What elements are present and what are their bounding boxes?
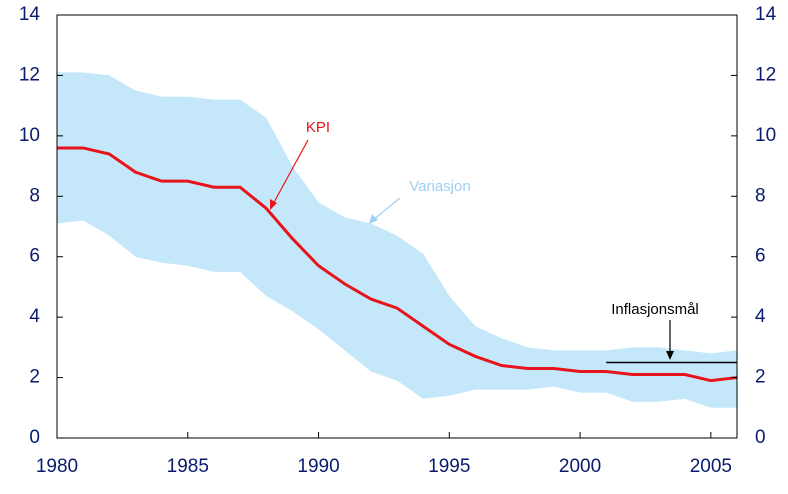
y2-tick-label: 12 [755, 64, 776, 85]
band-area [57, 72, 737, 408]
y2-tick-label: 10 [755, 125, 776, 146]
y2-tick-label: 4 [755, 306, 766, 327]
y2-tick-label: 8 [755, 185, 766, 206]
variasjon-arrow [372, 197, 401, 221]
plot-area [57, 72, 738, 408]
y-tick-label: 14 [19, 4, 41, 25]
kpi-arrowhead [270, 199, 277, 210]
y2-tick-label: 14 [755, 4, 777, 25]
y-tick-label: 0 [29, 427, 40, 448]
series-annotation: KPI [306, 119, 330, 136]
x-tick-label: 1995 [428, 456, 470, 477]
line-series [57, 146, 738, 383]
y-tick-label: 6 [29, 246, 40, 267]
variasjon-arrowhead [369, 214, 378, 224]
x-tick-label: 2000 [559, 456, 601, 477]
y-tick-label: 2 [29, 367, 40, 388]
y2-tick-label: 2 [755, 367, 766, 388]
x-tick-label: 1980 [36, 456, 78, 477]
series-annotation: Inflasjonsmål [611, 301, 699, 318]
y2-tick-label: 6 [755, 246, 766, 267]
target-arrowhead [666, 351, 674, 360]
x-tick-label: 1990 [297, 456, 339, 477]
series-annotation: Variasjon [409, 178, 470, 195]
x-tick-label: 1985 [167, 456, 209, 477]
y-tick-label: 12 [19, 64, 40, 85]
x-tick-label: 2005 [690, 456, 732, 477]
y-tick-label: 4 [29, 306, 40, 327]
kpi-arrow [271, 139, 309, 207]
y-tick-label: 10 [19, 125, 40, 146]
y2-tick-label: 0 [755, 427, 766, 448]
y-tick-label: 8 [29, 185, 40, 206]
plot-frame [56, 14, 738, 439]
